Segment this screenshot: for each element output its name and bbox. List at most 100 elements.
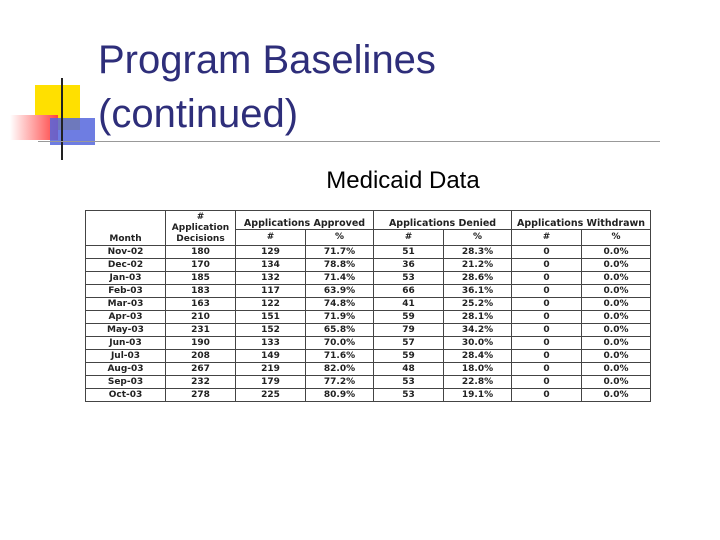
table-cell: 36.1%	[443, 284, 513, 298]
group-header: Applications Withdrawn	[511, 210, 652, 230]
table-cell: 0.0%	[581, 336, 652, 350]
table-cell: 0	[511, 375, 583, 389]
table-cell: 0.0%	[581, 297, 652, 311]
table-cell: 210	[165, 310, 236, 324]
group-header: Applications Approved	[234, 210, 375, 230]
table-cell: 63.9%	[304, 284, 375, 298]
table-cell: 0	[511, 362, 583, 376]
table-cell: 0	[511, 271, 583, 285]
table-cell: 0.0%	[581, 271, 652, 285]
group-header: Applications Denied	[373, 210, 513, 230]
table-cell: 79	[373, 323, 445, 337]
subheader-cell: #	[373, 229, 445, 246]
title-line: (continued)	[98, 92, 299, 136]
table-row: Jun-03 190 133 70.0% 57 30.0% 0 0.0%	[85, 336, 652, 350]
table-cell: Apr-03	[85, 310, 166, 324]
table-cell: 0	[511, 310, 583, 324]
header-line: Application	[171, 223, 230, 233]
table-cell: 66	[373, 284, 445, 298]
table-cell: 28.6%	[443, 271, 513, 285]
table-body: Nov-02 180 129 71.7% 51 28.3% 0 0.0% Dec-02 170 13…	[85, 245, 652, 402]
table-cell: 163	[165, 297, 236, 311]
table-cell: 0.0%	[581, 375, 652, 389]
table-cell: 179	[235, 375, 306, 389]
table-cell: 232	[165, 375, 236, 389]
table-cell: 0	[511, 284, 583, 298]
table-cell: 122	[235, 297, 306, 311]
header-line: #	[196, 212, 205, 222]
table-cell: 267	[165, 362, 236, 376]
table-cell: Feb-03	[85, 284, 166, 298]
table-row: Jul-03 208 149 71.6% 59 28.4% 0 0.0%	[85, 349, 652, 363]
table-row: Feb-03 183 117 63.9% 66 36.1% 0 0.0%	[85, 284, 652, 298]
table-cell: 0.0%	[581, 258, 652, 272]
header-cell: Month	[85, 210, 166, 246]
table-cell: 0	[511, 388, 583, 402]
table-cell: 22.8%	[443, 375, 513, 389]
table-cell: 0.0%	[581, 362, 652, 376]
table-cell: 70.0%	[304, 336, 375, 350]
table-cell: 132	[235, 271, 306, 285]
table-cell: 28.4%	[443, 349, 513, 363]
table-row: Sep-03 232 179 77.2% 53 22.8% 0 0.0%	[85, 375, 652, 389]
table-cell: 183	[165, 284, 236, 298]
table-cell: 48	[373, 362, 445, 376]
table-cell: 71.4%	[304, 271, 375, 285]
table-row: Apr-03 210 151 71.9% 59 28.1% 0 0.0%	[85, 310, 652, 324]
table-cell: 170	[165, 258, 236, 272]
table-row: Jan-03 185 132 71.4% 53 28.6% 0 0.0%	[85, 271, 652, 285]
table-cell: Jun-03	[85, 336, 166, 350]
table-cell: Sep-03	[85, 375, 166, 389]
table-cell: 0.0%	[581, 310, 652, 324]
table-cell: Dec-02	[85, 258, 166, 272]
table-cell: 71.6%	[304, 349, 375, 363]
table-cell: 0	[511, 297, 583, 311]
table-cell: 208	[165, 349, 236, 363]
table-cell: 152	[235, 323, 306, 337]
table-cell: 21.2%	[443, 258, 513, 272]
table-cell: 82.0%	[304, 362, 375, 376]
table-cell: 151	[235, 310, 306, 324]
subheader-cell: #	[235, 229, 306, 246]
table-cell: 219	[235, 362, 306, 376]
table-cell: 278	[165, 388, 236, 402]
table-cell: 74.8%	[304, 297, 375, 311]
vertical-rule	[61, 78, 63, 160]
table-cell: 59	[373, 349, 445, 363]
table-row: Oct-03 278 225 80.9% 53 19.1% 0 0.0%	[85, 388, 652, 402]
table-cell: 19.1%	[443, 388, 513, 402]
subheader-cell: #	[511, 229, 583, 246]
table-cell: 0	[511, 258, 583, 272]
table-cell: 117	[235, 284, 306, 298]
table-row: Dec-02 170 134 78.8% 36 21.2% 0 0.0%	[85, 258, 652, 272]
table-cell: 57	[373, 336, 445, 350]
data-table: Month # Application Decisions Applicatio…	[85, 210, 652, 402]
table-cell: 18.0%	[443, 362, 513, 376]
table-cell: 149	[235, 349, 306, 363]
table-cell: 0.0%	[581, 245, 652, 259]
table-cell: 65.8%	[304, 323, 375, 337]
table-cell: 0.0%	[581, 388, 652, 402]
table-cell: 185	[165, 271, 236, 285]
table-cell: 180	[165, 245, 236, 259]
header-cell: # Application Decisions	[165, 210, 236, 246]
table-cell: 231	[165, 323, 236, 337]
subheader-row: #% #% #%	[86, 229, 652, 246]
table-cell: 28.3%	[443, 245, 513, 259]
table-cell: 133	[235, 336, 306, 350]
table-row: Mar-03 163 122 74.8% 41 25.2% 0 0.0%	[85, 297, 652, 311]
table-cell: Jan-03	[85, 271, 166, 285]
table-cell: Oct-03	[85, 388, 166, 402]
table-cell: 51	[373, 245, 445, 259]
table-cell: 0.0%	[581, 284, 652, 298]
table-cell: 71.7%	[304, 245, 375, 259]
table-cell: 129	[235, 245, 306, 259]
table-row: May-03 231 152 65.8% 79 34.2% 0 0.0%	[85, 323, 652, 337]
table-cell: 34.2%	[443, 323, 513, 337]
table-row: Nov-02 180 129 71.7% 51 28.3% 0 0.0%	[85, 245, 652, 259]
title-line: Program Baselines	[98, 38, 436, 82]
table-cell: 80.9%	[304, 388, 375, 402]
table-cell: 225	[235, 388, 306, 402]
table-cell: 36	[373, 258, 445, 272]
